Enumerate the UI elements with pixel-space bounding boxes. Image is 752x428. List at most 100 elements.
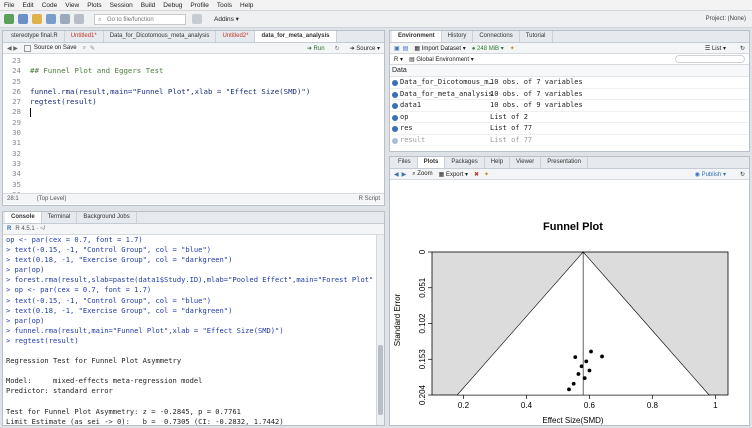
y-tick-label: 0.153 — [418, 349, 427, 370]
code-line: 26 funnel.rma(result,main="Funnel Plot",x… — [3, 87, 384, 97]
menu-item-file[interactable]: File — [4, 1, 15, 9]
search-replace-icon[interactable]: ⌕ — [82, 44, 86, 51]
project-menu[interactable]: Project: (None) — [705, 16, 746, 22]
variable-name: data1 — [390, 100, 490, 111]
expand-icon[interactable] — [392, 80, 398, 86]
menu-item-profile[interactable]: Profile — [190, 1, 209, 9]
menu-item-help[interactable]: Help — [240, 1, 254, 9]
expand-icon[interactable] — [392, 137, 398, 144]
run-button[interactable]: ➜ Run — [306, 45, 325, 52]
memory-usage[interactable]: ● 248 MiB ▾ — [471, 45, 504, 52]
environment-row[interactable]: Data_for_meta_analysis 10 obs. of 7 varia… — [390, 89, 749, 100]
environment-row[interactable]: Data_for_Dicotomous_m… 10 obs. of 7 varia… — [390, 77, 749, 89]
tab-tutorial[interactable]: Tutorial — [520, 31, 553, 42]
wand-icon[interactable]: ✎ — [89, 45, 96, 52]
export-button[interactable]: ▦ Export ▾ — [438, 171, 468, 178]
tab-connections[interactable]: Connections — [473, 31, 520, 42]
broom-icon[interactable]: ✦ — [509, 45, 515, 52]
tab-terminal[interactable]: Terminal — [42, 212, 78, 223]
tab-viewer[interactable]: Viewer — [510, 157, 542, 168]
new-project-icon[interactable] — [18, 14, 28, 24]
publish-button[interactable]: ◉ Publish ▾ — [694, 171, 726, 178]
expand-icon[interactable] — [392, 114, 398, 121]
menu-item-session[interactable]: Session — [109, 1, 133, 9]
refresh-plot-icon[interactable]: ↻ — [739, 171, 745, 178]
line-number: 24 — [12, 66, 21, 76]
variable-name-text: result — [400, 135, 426, 144]
remove-plot-icon[interactable]: ✖ — [474, 171, 480, 178]
next-plot-icon[interactable]: ▶ — [401, 171, 407, 178]
expand-icon[interactable] — [392, 126, 398, 132]
tab-stereotype-final-r[interactable]: stereotype final.R — [5, 31, 65, 42]
menu-item-plots[interactable]: Plots — [87, 1, 102, 9]
menu-item-code[interactable]: Code — [41, 1, 58, 9]
tab-help[interactable]: Help — [485, 157, 511, 168]
scope-menu[interactable]: ▤ Global Environment ▾ — [409, 56, 474, 63]
list-view-menu[interactable]: ☰ List ▾ — [704, 45, 726, 52]
goto-file-input[interactable]: ⌕ Go to file/function — [94, 13, 186, 25]
tab-untitled2[interactable]: Untitled2* — [216, 31, 256, 42]
code-text: funnel.rma(result,main="Funnel Plot",xla… — [30, 86, 311, 96]
addins-menu[interactable]: Addins ▾ — [214, 16, 239, 23]
console-line: > forest.rma(result,slab=paste(data1$Stu… — [6, 275, 373, 285]
code-line: 33 — [3, 159, 384, 169]
tab-data-for-meta-analysis[interactable]: data_for_meta_analysis — [255, 31, 337, 42]
environment-row[interactable]: op List of 2 — [390, 112, 749, 123]
expand-icon[interactable] — [392, 103, 398, 109]
rerun-icon[interactable]: ↻ — [334, 45, 340, 52]
menu-item-debug[interactable]: Debug — [163, 1, 183, 9]
console-scroll-thumb[interactable] — [378, 345, 383, 415]
scope-bar: R ▾ ▤ Global Environment ▾ — [390, 54, 749, 65]
environment-tabs: Environment History Connections Tutorial — [390, 31, 749, 43]
refresh-icon[interactable]: ↻ — [739, 45, 745, 52]
code-line: 28 — [3, 107, 384, 117]
source-button[interactable]: ➜ Source ▾ — [349, 45, 380, 52]
environment-list: Data_for_Dicotomous_m… 10 obs. of 7 varia… — [390, 77, 749, 146]
environment-row[interactable]: result List of 77 — [390, 135, 749, 146]
environment-row[interactable]: data1 10 obs. of 9 variables — [390, 100, 749, 112]
tab-files[interactable]: Files — [392, 157, 418, 168]
clear-plots-icon[interactable]: ✦ — [484, 171, 490, 178]
editor-tabs: stereotype final.R Untitled1* Data_for_Dic… — [3, 31, 384, 43]
console-output[interactable]: op <- par(cex = 0.7, font = 1.7) > text(-… — [3, 235, 373, 425]
new-file-icon[interactable] — [4, 14, 14, 24]
console-line: op <- par(cex = 0.7, font = 1.7) — [6, 235, 143, 244]
console-path-bar: R R 4.5.1 · ~/ — [3, 224, 384, 235]
save-workspace-icon[interactable]: ▤ — [402, 45, 409, 52]
tab-presentation[interactable]: Presentation — [541, 157, 588, 168]
tab-environment[interactable]: Environment — [392, 31, 442, 42]
back-arrow-icon[interactable]: ◀ ▶ — [7, 45, 18, 52]
tab-data-for-dicotomous-meta-analysis[interactable]: Data_for_Dicotomous_meta_analysis — [104, 31, 217, 42]
save-icon[interactable] — [46, 14, 56, 24]
menu-item-view[interactable]: View — [65, 1, 80, 9]
save-all-icon[interactable] — [60, 14, 70, 24]
tab-console[interactable]: Console — [5, 212, 42, 223]
menu-item-edit[interactable]: Edit — [22, 1, 34, 9]
data-point — [567, 387, 571, 392]
code-line: 30 — [3, 128, 384, 138]
tab-plots[interactable]: Plots — [417, 157, 446, 168]
grid-icon[interactable] — [192, 14, 202, 24]
previous-plot-icon[interactable]: ◀ — [394, 171, 399, 178]
menu-item-tools[interactable]: Tools — [216, 1, 233, 9]
environment-row[interactable]: res List of 77 — [390, 123, 749, 135]
tab-background-jobs[interactable]: Background Jobs — [77, 212, 137, 223]
r-language-menu[interactable]: R ▾ — [394, 56, 404, 63]
import-dataset-button[interactable]: ▦ Import Dataset ▾ — [414, 45, 466, 52]
variable-name-text: Data_for_meta_analysis — [400, 89, 493, 98]
menu-item-build[interactable]: Build — [140, 1, 156, 9]
console-scrollbar[interactable] — [376, 235, 384, 425]
zoom-button[interactable]: ⌕ Zoom — [412, 170, 433, 177]
code-editor[interactable]: 23 24 ## Funnel Plot and Eggers Test 25 26 fu… — [3, 54, 384, 193]
tab-packages[interactable]: Packages — [445, 157, 485, 168]
line-number: 30 — [12, 128, 21, 138]
expand-icon[interactable] — [392, 91, 398, 98]
open-file-icon[interactable] — [32, 14, 42, 24]
tab-untitled1[interactable]: Untitled1* — [65, 31, 104, 42]
print-icon[interactable] — [74, 14, 84, 24]
source-on-save-checkbox[interactable] — [23, 44, 31, 52]
environment-search-input[interactable] — [675, 55, 745, 63]
tab-history[interactable]: History — [442, 31, 474, 42]
x-tick-label: 0.2 — [458, 401, 470, 410]
open-folder-icon[interactable]: ▣ — [394, 45, 400, 52]
